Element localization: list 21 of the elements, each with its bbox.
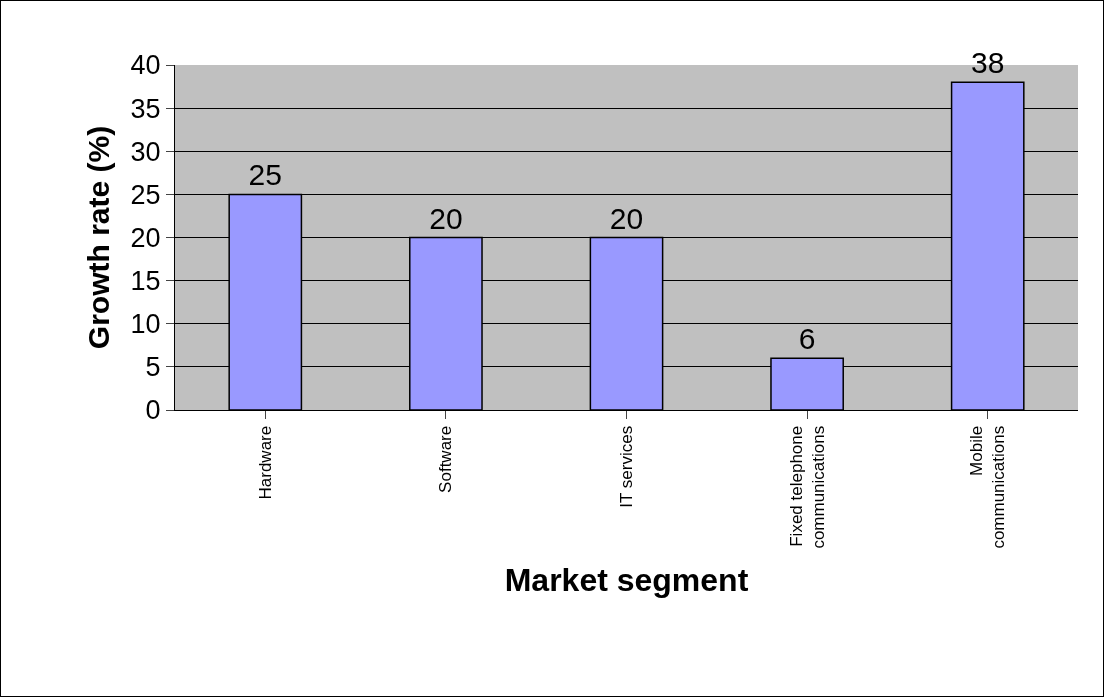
x-tick-label: IT services — [617, 425, 637, 508]
data-label: 38 — [971, 46, 1005, 80]
y-tick-label: 15 — [130, 266, 161, 297]
x-tick-label: Fixed telephone communications — [786, 425, 828, 549]
data-label: 20 — [609, 201, 644, 235]
x-tick-label: Hardware — [255, 425, 275, 500]
x-tick-label: Software — [436, 425, 456, 493]
y-tick-label: 10 — [130, 309, 161, 340]
y-tick-label: 20 — [130, 222, 161, 253]
y-tick-label: 30 — [130, 136, 161, 167]
x-tick-label: Mobile communications — [967, 425, 1009, 549]
data-label: 25 — [248, 158, 282, 192]
y-axis-title: Growth rate (%) — [81, 125, 115, 350]
y-tick-label: 35 — [130, 93, 161, 124]
y-tick-label: 0 — [145, 395, 161, 426]
y-tick-label: 5 — [145, 352, 161, 383]
y-tick-label: 25 — [130, 179, 161, 210]
x-axis-title: Market segment — [504, 561, 749, 598]
data-label: 6 — [798, 322, 816, 356]
y-tick-label: 40 — [130, 50, 161, 81]
data-label: 20 — [429, 201, 463, 235]
